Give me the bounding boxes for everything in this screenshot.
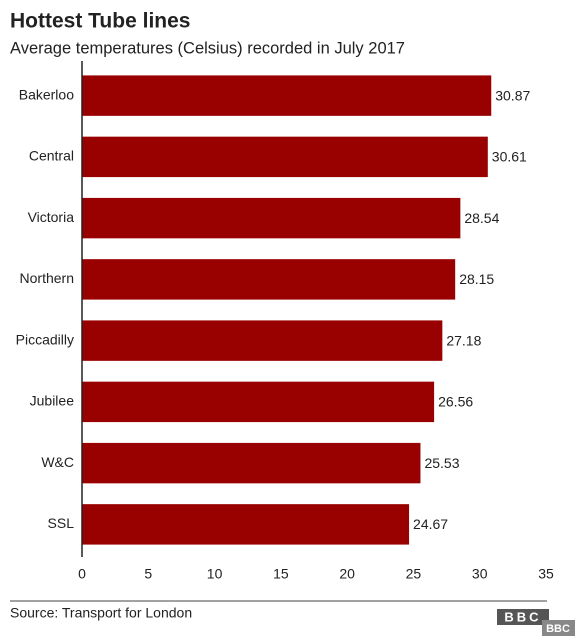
value-label: 30.61 [492,149,527,165]
logo: BBC [504,609,541,624]
y-tick-label: Northern [20,270,74,286]
bar [82,197,461,239]
y-tick-label: W&C [41,454,74,470]
value-label: 28.54 [464,210,499,226]
logo-box [497,609,549,625]
watermark-box [542,620,575,636]
value-label: 24.67 [413,516,448,532]
x-tick-label: 10 [207,566,223,582]
x-tick-label: 30 [472,566,488,582]
x-tick-label: 20 [339,566,355,582]
x-tick-label: 0 [78,566,86,582]
value-label: 30.87 [495,87,530,103]
bar [82,442,421,484]
bar [82,75,492,116]
y-tick-label: Bakerloo [19,86,74,102]
value-label: 28.15 [459,271,494,287]
watermark: BBC [546,623,570,635]
value-label: 25.53 [424,455,459,471]
chart-subtitle: Average temperatures (Celsius) recorded … [10,39,405,57]
y-tick-label: Jubilee [30,393,75,409]
bar [82,504,410,545]
bar [82,259,456,300]
x-tick-label: 15 [273,566,289,582]
value-label: 26.56 [438,394,473,410]
bar [82,381,435,423]
y-tick-label: Piccadilly [16,331,74,347]
x-tick-label: 5 [144,566,152,582]
bar [82,136,488,178]
y-tick-label: SSL [48,515,75,531]
value-label: 27.18 [446,332,481,348]
y-tick-label: Central [29,148,74,164]
x-tick-label: 25 [406,566,422,582]
x-tick-label: 35 [538,566,554,582]
chart-title: Hottest Tube lines [10,10,190,33]
source: Source: Transport for London [10,605,192,621]
bar [82,320,443,361]
y-tick-label: Victoria [28,209,75,225]
